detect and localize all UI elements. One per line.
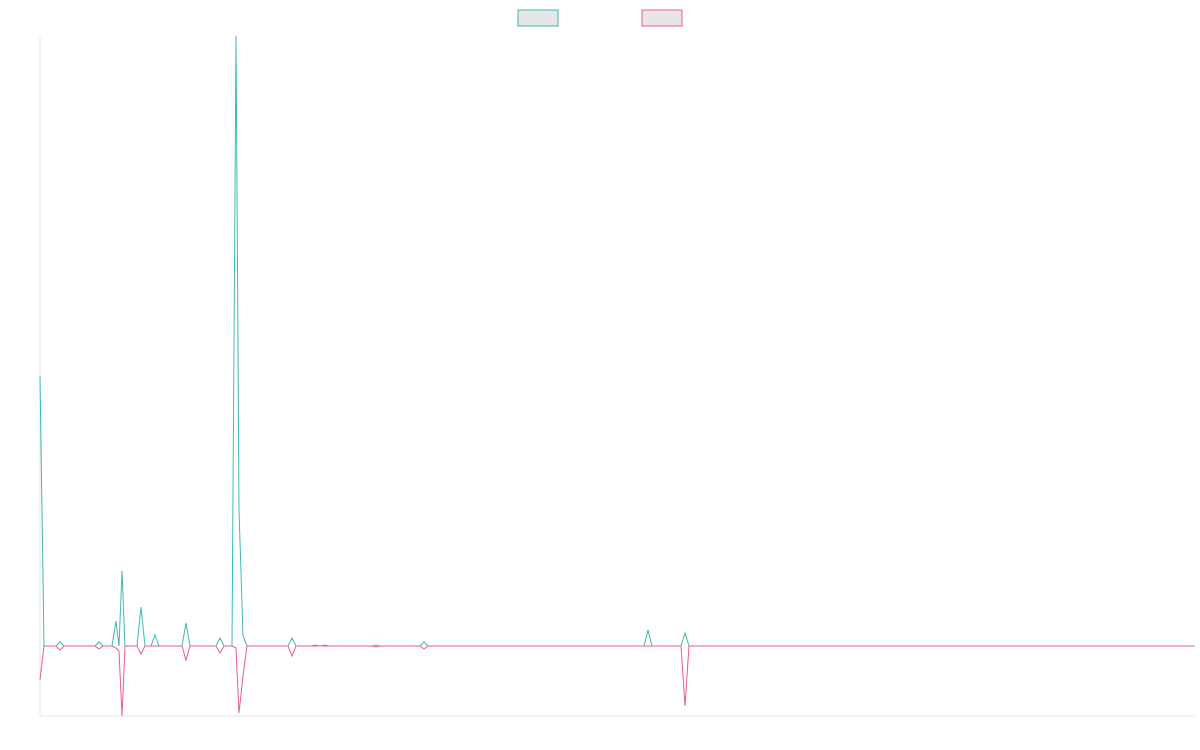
legend-swatch bbox=[641, 9, 683, 27]
plot-area bbox=[39, 35, 1195, 717]
series-line bbox=[39, 645, 1195, 717]
series-line bbox=[39, 35, 1195, 647]
legend bbox=[517, 9, 683, 27]
legend-swatch bbox=[517, 9, 559, 27]
